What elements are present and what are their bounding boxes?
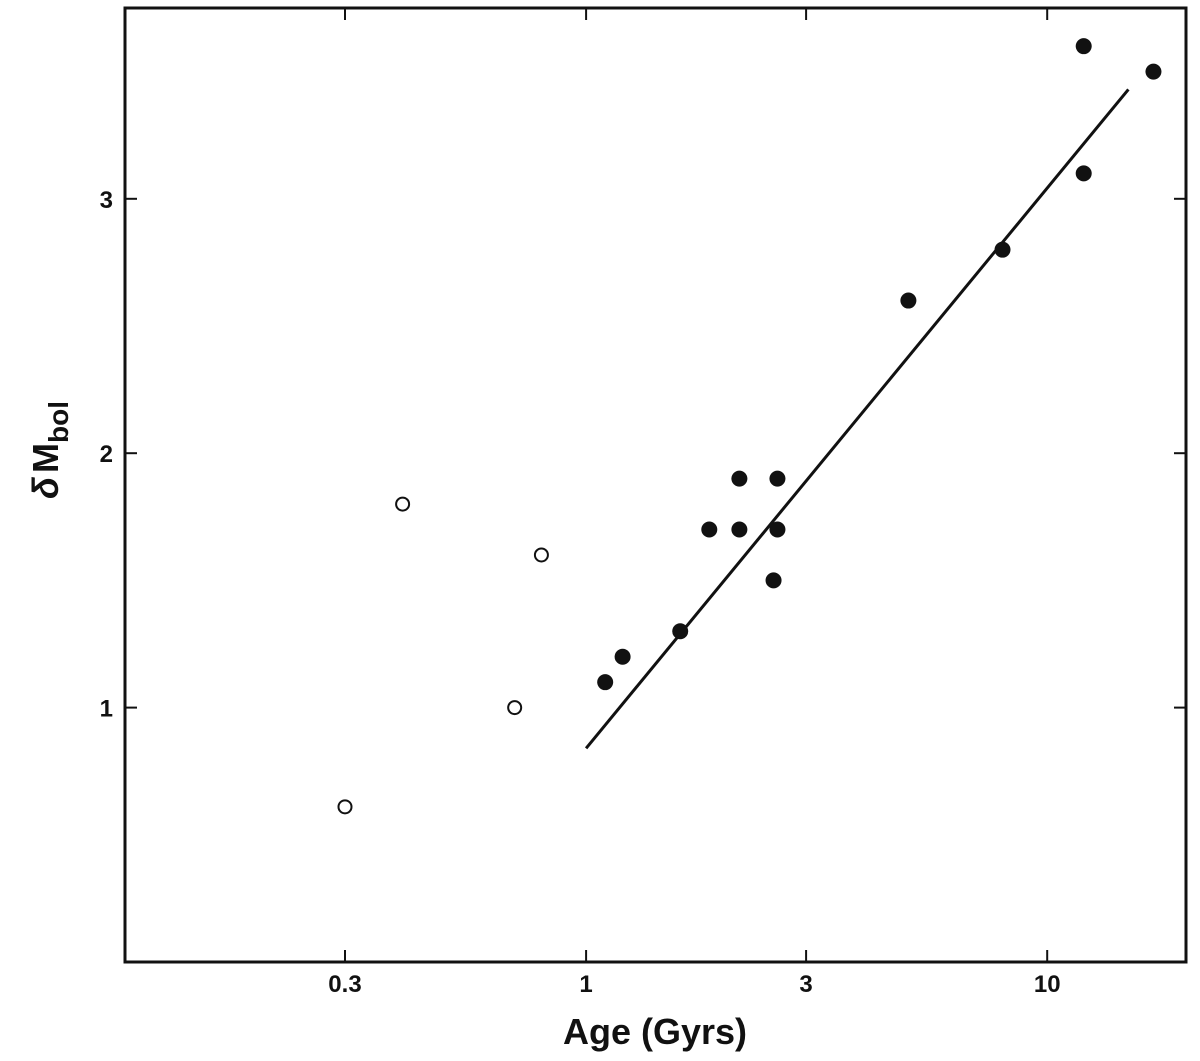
x-axis-title: Age (Gyrs) [563,1011,747,1052]
open-circle-point [395,496,411,512]
y-axis-title-symbol: δ [25,476,66,499]
y-axis-title: δMbol [25,401,74,499]
y-tick-label: 1 [100,696,113,723]
open-circle-point [507,700,523,716]
filled-circle-point [769,470,786,487]
filled-circle-point [994,241,1011,258]
filled-circle-point [1075,38,1092,55]
filled-circle-point [731,470,748,487]
x-tick-label: 0.3 [328,971,361,998]
filled-circle-point [731,521,748,538]
open-circle-point [533,547,549,563]
y-axis-title-main: M [25,443,66,473]
filled-circle-point [1075,165,1092,182]
y-axis-title-subscript: bol [43,401,74,443]
filled-circle-point [614,648,631,665]
fit-line [584,88,1130,750]
y-tick-label: 3 [100,187,113,214]
filled-circle-point [597,674,614,691]
filled-circle-point [765,572,782,589]
filled-circle-point [1145,63,1162,80]
y-tick-label: 2 [100,441,113,468]
x-tick-label: 3 [799,971,812,998]
filled-circle-point [769,521,786,538]
x-tick-label: 1 [579,971,592,998]
filled-circle-point [672,623,689,640]
x-tick-label: 10 [1034,971,1061,998]
plot-frame [123,6,1188,964]
filled-circle-point [701,521,718,538]
open-circle-point [337,799,353,815]
filled-circle-point [900,292,917,309]
